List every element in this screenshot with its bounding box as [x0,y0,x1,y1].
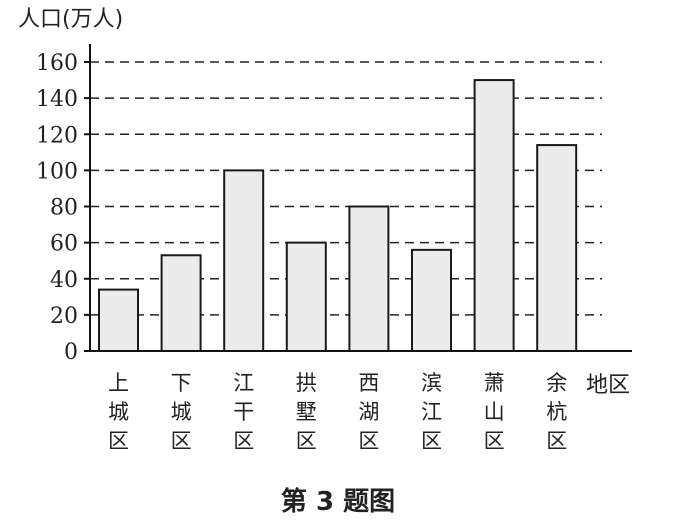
gridlines [90,61,602,316]
y-axis-label: 人口(万人) [18,7,123,32]
y-tick-label: 60 [50,232,78,257]
y-tick-label: 140 [36,87,78,112]
y-tick-label: 160 [36,51,78,76]
y-tick-label: 40 [50,268,78,293]
y-tick-label: 80 [50,196,78,221]
x-axis-label: 地区 [586,373,630,398]
bar-5 [348,205,390,352]
axes [84,44,632,352]
bar-1 [98,288,139,352]
bars [98,79,578,353]
x-category-label: 江干区 [233,371,254,453]
bar-2 [160,254,202,352]
x-category-label: 拱墅区 [296,371,317,453]
bar-3 [223,169,265,352]
y-tick-label: 100 [36,159,78,184]
x-category-label: 萧山区 [484,371,505,453]
bar-4 [285,241,327,352]
x-category-labels: 上城区 下城区 江干区 拱墅区 西湖区 滨江区 萧山区 余杭区 [108,371,567,453]
bar-6 [411,248,452,353]
y-tick-label: 0 [64,340,78,365]
bar-7 [473,79,515,352]
x-category-label: 下城区 [171,371,192,453]
bar-8 [536,144,578,352]
y-tick-labels: 0 20 40 60 80 100 120 140 160 [36,51,78,365]
figure-caption: 第 3 题图 [281,486,395,517]
x-category-label: 余杭区 [546,371,567,453]
x-category-label: 上城区 [108,371,129,453]
x-category-label: 滨江区 [421,371,442,453]
y-tick-label: 120 [36,123,78,148]
y-tick-label: 20 [50,304,78,329]
x-category-label: 西湖区 [358,371,379,453]
